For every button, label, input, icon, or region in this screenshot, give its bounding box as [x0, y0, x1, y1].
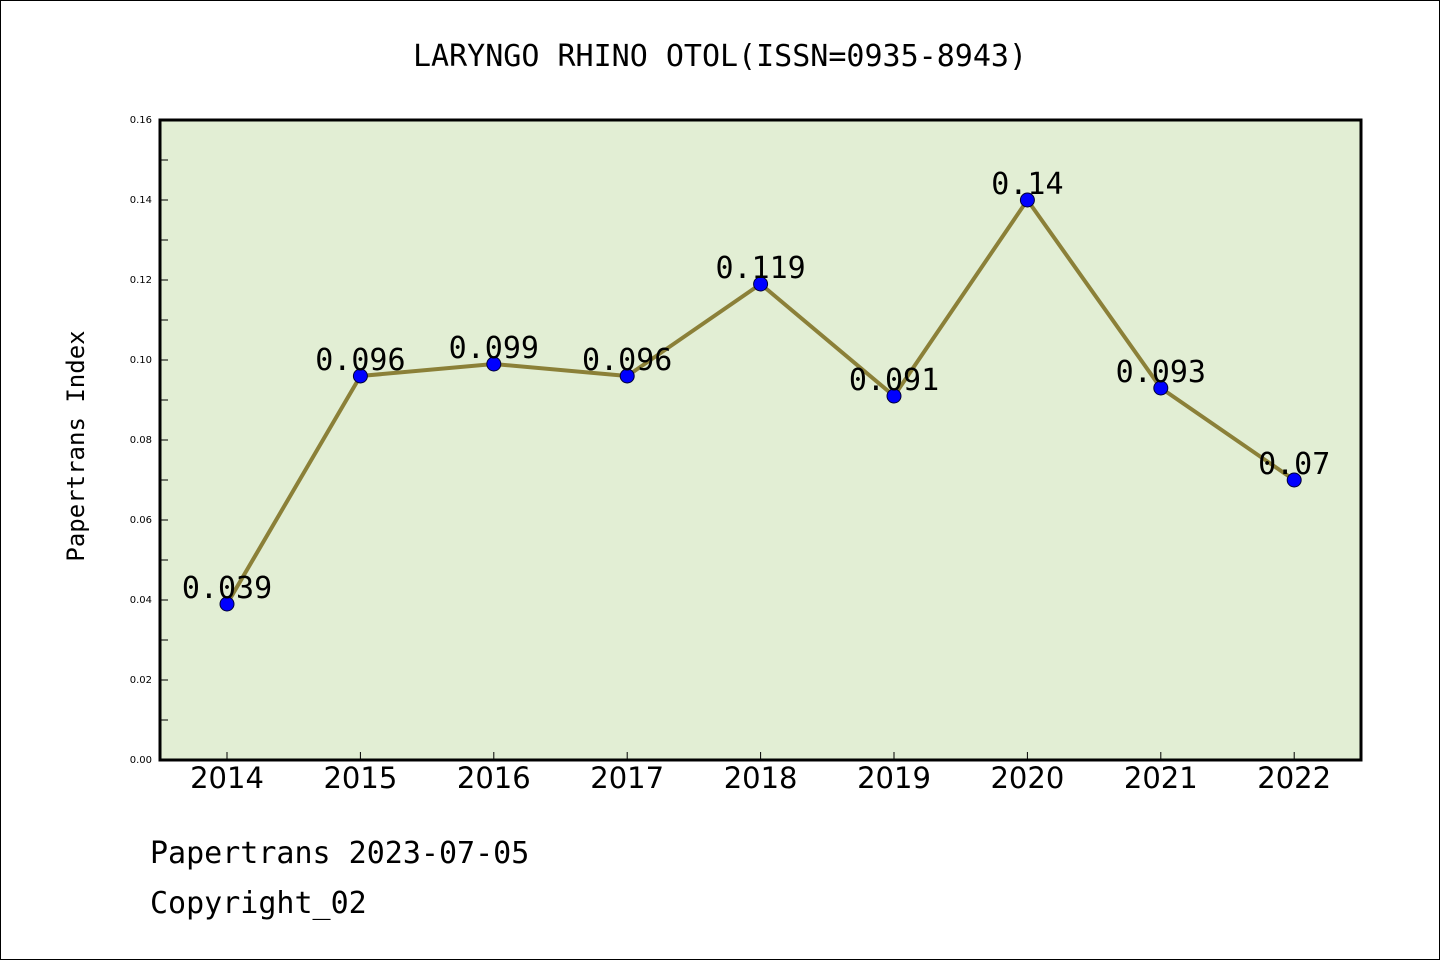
x-tick-label: 2021 [1124, 761, 1198, 795]
data-point-marker [486, 356, 502, 372]
data-labels: 0.039 0.096 0.099 0.096 0.119 0.091 0.14 0.093 0… [182, 167, 1330, 606]
data-value-label: 0.091 [849, 363, 939, 398]
y-tick-label: 0.12 [130, 275, 152, 286]
x-tick-label: 2019 [857, 761, 931, 795]
y-axis-label: Papertrans Index [62, 330, 90, 561]
y-tick-label: 0.08 [130, 435, 152, 446]
y-tick-label: 0.04 [130, 595, 152, 606]
data-point-marker [219, 596, 235, 612]
y-tick-label: 0.06 [130, 515, 152, 526]
footer-date-text: Papertrans 2023-07-05 [150, 836, 530, 871]
data-point-marker [1286, 472, 1302, 488]
x-axis-ticks: 2014 2015 2016 2017 2018 2019 2020 2021 2022 [190, 752, 1331, 795]
y-axis-ticks: 0.00 0.02 0.04 0.06 0.08 0.10 0.12 0.14 0.16 [130, 115, 168, 766]
y-tick-label: 0.00 [130, 755, 152, 766]
footer-copyright-text: Copyright_02 [150, 886, 367, 921]
data-value-label: 0.119 [715, 251, 805, 286]
chart-title: LARYNGO RHINO OTOL(ISSN=0935-8943) [413, 39, 1027, 74]
plot-area [158, 118, 1363, 762]
data-point-marker [1019, 192, 1035, 208]
data-value-label: 0.07 [1258, 447, 1330, 482]
x-tick-label: 2015 [323, 761, 397, 795]
data-point-marker [619, 368, 635, 384]
data-value-label: 0.039 [182, 571, 272, 606]
data-point-marker [886, 388, 902, 404]
x-tick-label: 2014 [190, 761, 264, 795]
data-value-label: 0.096 [315, 343, 405, 378]
data-point-marker [753, 276, 769, 292]
data-markers [219, 192, 1302, 612]
x-tick-label: 2018 [724, 761, 798, 795]
data-value-label: 0.099 [449, 331, 539, 366]
y-tick-label: 0.02 [130, 675, 152, 686]
data-point-marker [1153, 380, 1169, 396]
x-tick-label: 2022 [1257, 761, 1331, 795]
y-tick-label: 0.16 [130, 115, 152, 126]
x-tick-label: 2017 [590, 761, 664, 795]
data-value-label: 0.096 [582, 343, 672, 378]
data-value-label: 0.093 [1116, 355, 1206, 390]
data-value-label: 0.14 [991, 167, 1063, 202]
x-tick-label: 2020 [990, 761, 1064, 795]
y-tick-label: 0.10 [130, 355, 152, 366]
y-tick-label: 0.14 [130, 195, 152, 206]
x-tick-label: 2016 [457, 761, 531, 795]
data-point-marker [352, 368, 368, 384]
